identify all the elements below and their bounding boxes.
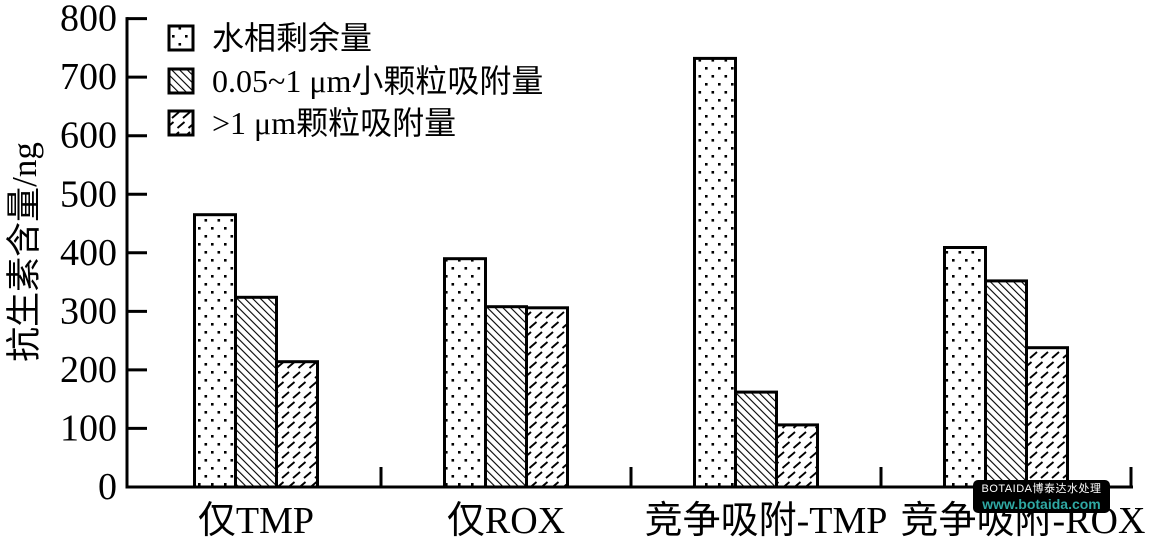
bar [275,360,319,489]
bar [984,279,1028,489]
legend-label: 水相剩余量 [212,20,372,56]
y-tick-label: 400 [60,232,117,274]
y-tick-label: 500 [60,173,117,215]
bar [193,213,237,489]
watermark-brand: BOTAIDA博泰达水处理 [981,483,1102,495]
y-tick-label: 0 [98,466,117,508]
dense-diagonal-pattern-icon [167,67,195,95]
y-axis-title: 抗生素含量/ng [5,142,44,362]
legend-label: 0.05~1 μm小颗粒吸附量 [212,63,543,99]
watermark: BOTAIDA博泰达水处理 www.botaida.com [973,480,1110,513]
bar [1025,346,1069,489]
bar [693,56,737,489]
bar [943,246,987,489]
x-category-label: 竞争吸附-TMP [645,500,888,542]
bar [234,295,278,489]
bar [525,306,569,489]
dots-pattern-icon [167,24,195,52]
y-tick-label: 300 [60,290,117,332]
bar [775,423,819,489]
bar [484,305,528,489]
watermark-url: www.botaida.com [982,496,1101,512]
x-category-label: 仅TMP [198,500,314,542]
sparse-diagonal-pattern-icon [167,109,195,137]
bar [734,390,778,489]
y-tick-label: 100 [60,407,117,449]
bar [443,257,487,489]
legend-label: >1 μm颗粒吸附量 [212,105,456,141]
x-category-label: 仅ROX [447,500,565,542]
y-tick-label: 700 [60,56,117,98]
y-tick-label: 200 [60,349,117,391]
y-tick-label: 800 [60,0,117,40]
y-tick-label: 600 [60,115,117,157]
